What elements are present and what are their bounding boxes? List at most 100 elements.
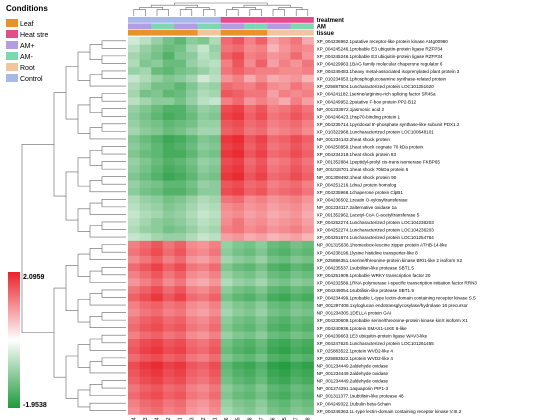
heatmap-cell: [267, 323, 280, 332]
row-label: XP_025883522.1protein WVD2-like 4: [317, 356, 394, 361]
heatmap-cell: [278, 361, 291, 370]
heatmap-cell: [186, 142, 198, 151]
heatmap-cell: [162, 225, 175, 234]
heatmap-cell: [232, 323, 245, 332]
heatmap-cell: [302, 255, 314, 264]
heatmap-cell: [278, 59, 291, 68]
heatmap-cell: [220, 346, 233, 355]
heatmap-cell: [244, 127, 256, 136]
heatmap-cell: [267, 52, 280, 60]
heatmap-cell: [255, 188, 268, 196]
heatmap-cell: [302, 180, 314, 189]
heatmap-cell: [267, 210, 280, 219]
heatmap-cell: [244, 354, 256, 362]
annotation-cell: [151, 23, 163, 30]
heatmap-cell: [174, 233, 187, 242]
heatmap-cell: [232, 150, 245, 159]
heatmap-cell: [186, 44, 198, 53]
heatmap-cell: [220, 150, 233, 159]
heatmap-cell: [302, 135, 314, 143]
heatmap-cell: [139, 37, 152, 45]
column-label: B1: [213, 417, 219, 420]
heatmap-cell: [209, 104, 222, 113]
row-label: XP_004235537.1subtilisin-like protease S…: [317, 265, 415, 270]
heatmap-cell: [186, 218, 198, 227]
conditions-legend: Leaf Heat stre AM+ AM- Root Control: [6, 19, 49, 83]
heatmap-cell: [232, 233, 245, 242]
dendrogram-branch: [65, 65, 78, 120]
heatmap-cell: [128, 74, 140, 83]
heatmap-cell: [302, 293, 314, 302]
heatmap-cell: [267, 316, 280, 325]
heatmap-cell: [162, 354, 175, 362]
heatmap-cell: [278, 142, 291, 151]
heatmap-cell: [209, 157, 222, 166]
annotation-cell: [139, 29, 152, 36]
heatmap-cell: [139, 112, 152, 121]
heatmap-cell: [267, 195, 280, 204]
heatmap-cell: [186, 308, 198, 317]
scale-min-label: -1.9538: [23, 402, 47, 409]
heatmap-cell: [255, 89, 268, 98]
heatmap-cell: [302, 112, 314, 121]
heatmap-cell: [220, 225, 233, 234]
heatmap-cell: [290, 127, 303, 136]
heatmap-cell: [162, 142, 175, 151]
heatmap-cell: [232, 406, 245, 415]
heatmap-cell: [162, 316, 175, 325]
heatmap-cell: [162, 376, 175, 385]
heatmap-cell: [290, 44, 303, 53]
heatmap-cell: [151, 218, 164, 227]
heatmap-cell: [290, 165, 303, 174]
heatmap-cell: [174, 195, 187, 204]
heatmap-cell: [278, 240, 291, 249]
heatmap-cell: [151, 308, 164, 317]
dendrogram-branch: [89, 316, 126, 328]
heatmap-cell: [220, 278, 233, 287]
heatmap-cell: [232, 225, 245, 234]
heatmap-cell: [209, 255, 222, 264]
heatmap-cell: [232, 316, 245, 325]
legend-swatch: [6, 30, 18, 38]
legend-label: AM-: [20, 54, 34, 61]
annotation-cell: [267, 23, 279, 30]
column-label: L8: [247, 417, 253, 420]
heatmap-cell: [232, 399, 245, 408]
heatmap-cell: [278, 188, 291, 196]
heatmap-cell: [162, 180, 175, 189]
heatmap-cell: [244, 104, 256, 113]
heatmap-cell: [244, 278, 256, 287]
row-label: XP_004246423.1hsp70-binding protein 1: [317, 114, 401, 119]
heatmap-cell: [162, 361, 175, 370]
heatmap-cell: [151, 361, 164, 370]
heatmap-cell: [162, 52, 175, 60]
heatmap-cell: [255, 354, 268, 362]
heatmap-cell: [302, 286, 314, 294]
heatmap-cell: [302, 127, 314, 136]
heatmap-cell: [220, 59, 233, 68]
heatmap-cell: [139, 293, 152, 302]
heatmap-cell: [139, 120, 152, 128]
heatmap-cell: [244, 74, 256, 83]
heatmap-cell: [232, 127, 245, 136]
dendrogram-branch: [133, 9, 146, 16]
heatmap-cell: [186, 263, 198, 272]
heatmap-cell: [151, 278, 164, 287]
heatmap-cell: [255, 210, 268, 219]
heatmap-cell: [139, 255, 152, 264]
heatmap-cell: [267, 331, 280, 340]
heatmap-cell: [290, 150, 303, 159]
heatmap-cell: [162, 293, 175, 302]
heatmap-cell: [244, 135, 256, 143]
heatmap-cell: [232, 120, 245, 128]
column-dendrogram: [133, 2, 309, 16]
row-label: XP_010234653.1phosphoglucosamine synthas…: [317, 77, 447, 82]
heatmap-cell: [151, 210, 164, 219]
annotation-cell: [174, 29, 187, 36]
heatmap-cell: [244, 369, 256, 378]
heatmap-cell: [186, 301, 198, 310]
heatmap-cell: [197, 384, 210, 393]
heatmap-cell: [232, 97, 245, 106]
heatmap-cell: [186, 346, 198, 355]
heatmap-cell: [290, 271, 303, 279]
